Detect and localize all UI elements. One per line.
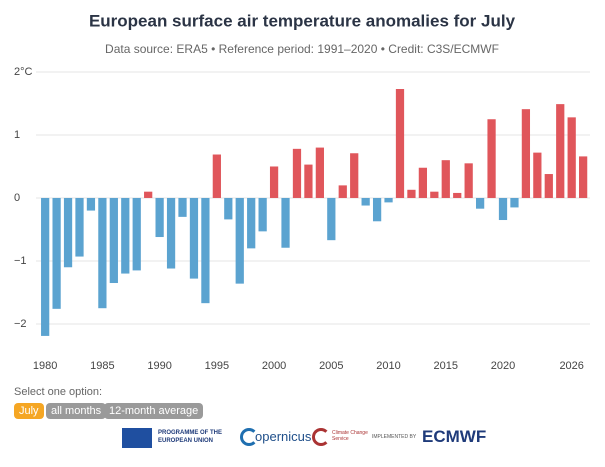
bar: [498, 197, 508, 221]
bar: [304, 164, 313, 198]
x-tick-label: 2005: [319, 360, 343, 372]
bar: [418, 167, 428, 198]
bar: [166, 197, 176, 269]
bar: [315, 147, 324, 198]
y-tick-label: 2°C: [14, 66, 33, 78]
bar: [98, 197, 107, 309]
bar: [533, 152, 542, 198]
bar: [63, 197, 73, 268]
bar: [155, 197, 164, 238]
option-button[interactable]: July: [14, 403, 44, 419]
ecmwf-text: ECMWF: [422, 427, 487, 446]
option-button[interactable]: 12-month average: [104, 403, 204, 419]
chart: European surface air temperature anomali…: [14, 11, 590, 372]
bar: [464, 163, 473, 198]
bar: [52, 197, 61, 309]
bar: [258, 197, 267, 232]
eu-text: PROGRAMME OF THE EUROPEAN UNION: [158, 430, 222, 444]
x-tick-label: 2015: [434, 360, 458, 372]
bar: [475, 197, 485, 209]
x-tick-label: 2000: [262, 360, 286, 372]
chart-title: European surface air temperature anomali…: [89, 11, 516, 30]
bar: [510, 197, 519, 208]
y-tick-label: −2: [14, 318, 27, 330]
copernicus-text: opernicus: [255, 429, 312, 444]
bar: [327, 197, 336, 241]
bar: [247, 197, 256, 249]
bar: [567, 117, 576, 198]
x-tick-label: 1980: [33, 360, 57, 372]
bar: [178, 197, 187, 217]
prompt: Select one option:: [14, 386, 103, 398]
implemented-text: IMPLEMENTED BY: [372, 434, 417, 440]
x-tick-label: 1995: [205, 360, 229, 372]
bar: [544, 174, 553, 198]
y-tick-label: −1: [14, 255, 27, 267]
bar: [189, 197, 199, 279]
y-tick-label: 1: [14, 129, 20, 141]
bar: [395, 89, 405, 198]
x-tick-label: 2020: [491, 360, 515, 372]
c3s-logo: [312, 428, 330, 446]
bar: [121, 197, 130, 274]
x-tick-label: 1985: [90, 360, 114, 372]
bar: [487, 119, 496, 198]
bar: [556, 104, 565, 198]
bar: [579, 156, 588, 198]
bar: [224, 197, 233, 220]
bar: [41, 197, 50, 336]
chart-subtitle: Data source: ERA5 • Reference period: 19…: [105, 42, 499, 56]
bar: [281, 197, 290, 248]
bar: [372, 197, 382, 222]
eu-logo: [122, 428, 152, 448]
x-tick-label: 2010: [376, 360, 400, 372]
x-tick-label: 1990: [147, 360, 171, 372]
bar: [132, 197, 141, 271]
bar: [201, 197, 210, 304]
y-tick-label: 0: [14, 192, 20, 204]
bar: [235, 197, 244, 284]
bar: [521, 109, 531, 198]
bar: [144, 191, 153, 198]
bar: [109, 197, 118, 284]
bar: [453, 192, 462, 198]
copernicus-logo: [240, 428, 258, 446]
bar: [384, 197, 393, 203]
bar: [75, 197, 84, 257]
bar: [361, 197, 370, 206]
bar: [338, 185, 347, 198]
bar: [407, 189, 416, 198]
option-button[interactable]: all months: [46, 403, 107, 419]
bar: [441, 160, 450, 198]
bar: [269, 166, 279, 198]
bar: [292, 148, 302, 198]
bar: [86, 197, 96, 211]
x-tick-label: 2026: [559, 360, 583, 372]
bar: [430, 191, 439, 198]
bar: [212, 154, 221, 198]
c3s-text: Climate Change Service: [332, 430, 368, 442]
bar: [350, 153, 359, 198]
